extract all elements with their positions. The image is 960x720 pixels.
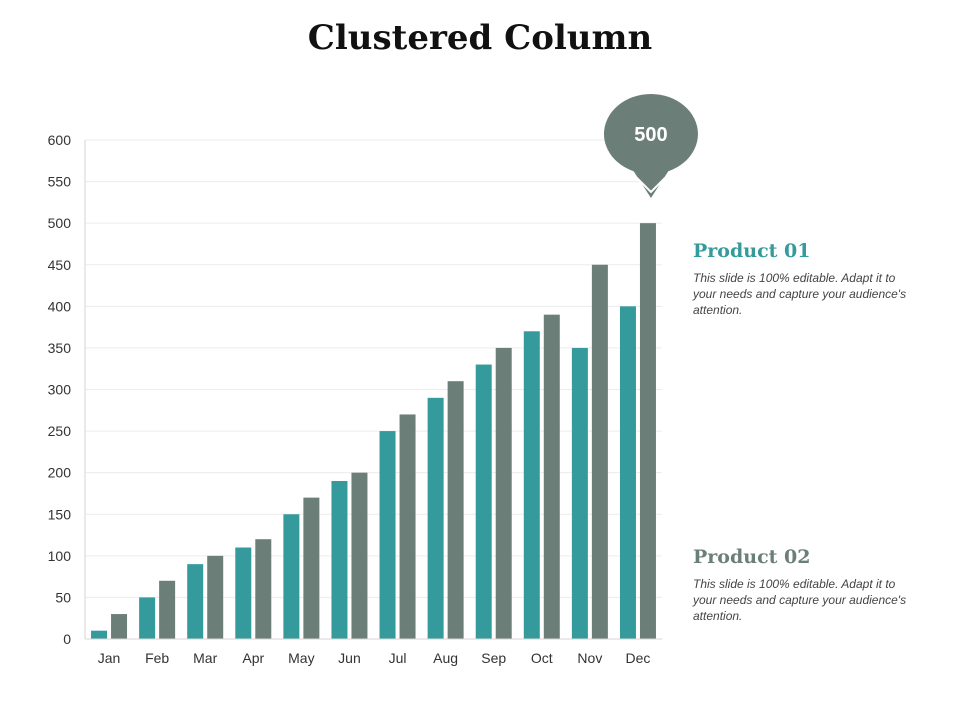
legend-product-02: Product 02 This slide is 100% editable. … — [693, 546, 908, 624]
y-tick-label: 150 — [48, 506, 72, 522]
legend-product-02-text: This slide is 100% editable. Adapt it to… — [693, 577, 907, 623]
bar-2 — [207, 555, 224, 639]
bar-1 — [283, 514, 300, 639]
y-tick-label: 400 — [48, 298, 72, 314]
x-tick-label: May — [288, 650, 314, 666]
legend-product-02-title: Product 02 — [693, 546, 811, 568]
bar-2 — [591, 264, 608, 639]
bar-1 — [331, 480, 348, 639]
x-tick-label: Sep — [481, 650, 506, 666]
x-tick-label: Oct — [531, 650, 553, 666]
x-tick-label: Feb — [145, 650, 169, 666]
bar-2 — [639, 223, 656, 639]
bar-1 — [523, 331, 540, 639]
chart-title: Clustered Column — [307, 18, 653, 58]
bar-2 — [111, 614, 128, 639]
bar-2 — [543, 314, 560, 639]
y-tick-label: 100 — [48, 548, 72, 564]
y-tick-label: 250 — [48, 423, 72, 439]
x-tick-label: Jun — [338, 650, 361, 666]
x-tick-label: Aug — [433, 650, 458, 666]
bar-1 — [235, 547, 252, 639]
bar-2 — [447, 381, 464, 639]
bar-1 — [379, 431, 396, 639]
y-tick-label: 0 — [63, 631, 71, 647]
y-tick-label: 450 — [48, 257, 72, 273]
bar-1 — [139, 597, 156, 639]
x-tick-label: Dec — [626, 650, 651, 666]
y-tick-label: 550 — [48, 174, 72, 190]
legend-product-01-text: This slide is 100% editable. Adapt it to… — [693, 271, 907, 317]
legend-product-01-title: Product 01 — [693, 240, 811, 262]
x-tick-label: Jan — [98, 650, 121, 666]
bar-1 — [571, 347, 588, 639]
bar-2 — [159, 580, 176, 639]
y-tick-label: 200 — [48, 465, 72, 481]
bar-2 — [399, 414, 416, 639]
y-tick-label: 300 — [48, 382, 72, 398]
x-tick-label: Jul — [389, 650, 407, 666]
y-tick-label: 350 — [48, 340, 72, 356]
y-tick-label: 600 — [48, 132, 72, 148]
bar-1 — [475, 364, 492, 639]
bar-2 — [495, 347, 512, 639]
x-tick-label: Apr — [242, 650, 264, 666]
legend-product-01: Product 01 This slide is 100% editable. … — [693, 240, 908, 318]
bar-2 — [255, 539, 272, 639]
bar-2 — [303, 497, 320, 639]
bar-1 — [619, 306, 636, 639]
x-tick-label: Nov — [577, 650, 602, 666]
callout-chevron — [636, 177, 666, 194]
bar-1 — [187, 564, 204, 639]
x-tick-label: Mar — [193, 650, 217, 666]
y-tick-label: 50 — [55, 589, 71, 605]
callout-bubble — [603, 94, 698, 174]
bar-2 — [351, 472, 368, 639]
bar-1 — [91, 630, 108, 639]
y-tick-label: 500 — [48, 215, 72, 231]
bar-1 — [427, 397, 444, 639]
callout-label: 500 — [634, 124, 667, 146]
